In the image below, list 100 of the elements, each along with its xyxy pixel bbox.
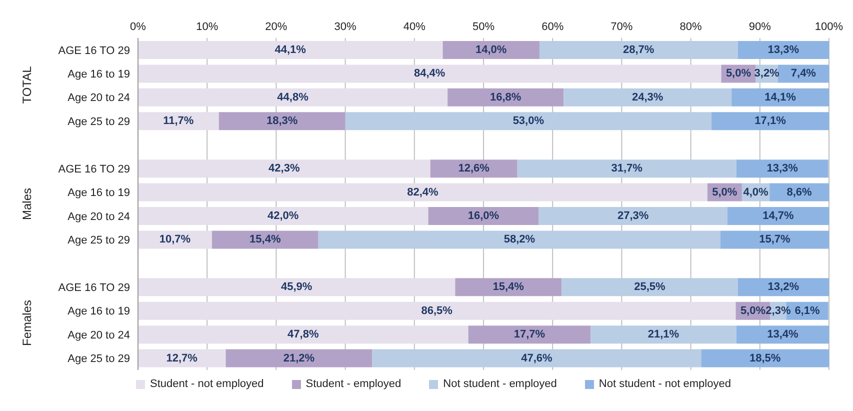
- data-label: 24,3%: [632, 91, 664, 104]
- y-tick-label: Age 20 to 24: [68, 329, 130, 342]
- x-tick-label: 100%: [814, 21, 844, 33]
- data-label: 47,8%: [288, 328, 319, 341]
- data-label: 47,6%: [521, 352, 553, 364]
- data-label: 16,8%: [490, 91, 522, 104]
- text: Females: [20, 300, 34, 346]
- data-label: 28,7%: [623, 44, 654, 56]
- bar: [226, 349, 372, 368]
- bar: [517, 160, 736, 178]
- bar: [738, 41, 829, 59]
- data-label: 86,5%: [421, 304, 453, 317]
- bar: [138, 207, 428, 225]
- bar: [212, 230, 318, 249]
- data-label: 5,0%: [712, 186, 738, 198]
- data-label: 25,5%: [634, 281, 666, 294]
- bar: [455, 278, 562, 296]
- y-tick-label: AGE 16 TO 29: [58, 44, 130, 57]
- bar: [468, 326, 591, 344]
- bar: [138, 302, 736, 320]
- bar: [562, 278, 738, 296]
- data-label: 21,1%: [648, 328, 680, 341]
- x-tick-label: 0%: [130, 21, 146, 33]
- data-label: 13,3%: [766, 162, 798, 175]
- x-tick-label: 20%: [265, 21, 288, 33]
- y-tick-label: Age 25 to 29: [68, 234, 130, 246]
- x-tick-label: 40%: [403, 21, 426, 33]
- data-label: 82,4%: [407, 186, 438, 198]
- bar: [712, 112, 829, 130]
- legend-label: Student - employed: [304, 378, 402, 390]
- data-label: 2,3%: [766, 304, 791, 317]
- bar: [138, 64, 722, 83]
- bar: [138, 326, 468, 344]
- y-tick-label: AGE 16 TO 29: [58, 163, 130, 176]
- bar: [138, 278, 456, 296]
- data-label: 15,7%: [759, 234, 791, 246]
- bar: [736, 160, 828, 178]
- data-label: 18,3%: [266, 115, 298, 128]
- data-label: 16,0%: [468, 210, 500, 222]
- bar: [720, 230, 829, 249]
- x-tick-label: 80%: [680, 21, 702, 33]
- data-label: 13,2%: [768, 281, 800, 294]
- data-label: 13,3%: [768, 44, 800, 56]
- data-label: 6,1%: [794, 304, 820, 317]
- bar: [138, 183, 708, 202]
- y-tick-label: Age 20 to 24: [68, 210, 130, 223]
- data-label: 11,7%: [163, 115, 194, 128]
- bar: [138, 160, 430, 178]
- data-label: 12,6%: [458, 162, 490, 175]
- data-label: 42,0%: [268, 210, 299, 222]
- bar: [345, 112, 712, 130]
- data-label: 5,0%: [740, 304, 766, 317]
- x-tick-label: 70%: [610, 21, 633, 33]
- data-label: 21,2%: [283, 352, 315, 364]
- bar: [138, 41, 443, 59]
- bar: [564, 88, 732, 106]
- bar: [138, 88, 448, 106]
- text: Males: [20, 188, 34, 220]
- bar: [318, 230, 721, 249]
- data-label: 12,7%: [166, 352, 198, 364]
- data-label: 14,7%: [762, 210, 794, 222]
- y-tick-label: Age 20 to 24: [68, 92, 130, 104]
- x-tick-label: 50%: [472, 21, 495, 33]
- bar: [590, 326, 736, 344]
- bar: [538, 207, 728, 225]
- data-label: 42,3%: [268, 162, 300, 175]
- data-label: 13,4%: [767, 328, 799, 341]
- data-label: 15,4%: [492, 281, 524, 294]
- bar: [138, 349, 226, 368]
- data-label: 27,3%: [618, 210, 649, 222]
- bar: [539, 41, 738, 59]
- data-label: 5,0%: [726, 68, 752, 80]
- bar: [138, 112, 219, 130]
- data-label: 58,2%: [504, 234, 536, 246]
- y-tick-label: AGE 16 TO 29: [58, 282, 130, 294]
- bar: [727, 207, 829, 225]
- y-tick-label: Age 16 to 19: [68, 306, 130, 318]
- data-label: 14,1%: [764, 91, 796, 104]
- bar: [218, 112, 346, 130]
- data-label: 3,2%: [754, 68, 780, 80]
- data-label: 4,0%: [743, 186, 769, 198]
- data-label: 18,5%: [749, 352, 781, 364]
- y-tick-label: Age 16 to 19: [68, 68, 130, 80]
- bar: [732, 88, 829, 106]
- data-label: 44,1%: [274, 44, 306, 56]
- legend-label: Not student - employed: [442, 378, 557, 390]
- data-label: 17,1%: [754, 115, 786, 128]
- data-label: 7,4%: [790, 68, 816, 80]
- data-label: 53,0%: [512, 115, 544, 128]
- text: TOTAL: [20, 66, 34, 104]
- data-label: 44,8%: [277, 91, 309, 104]
- y-tick-label: Age 25 to 29: [68, 353, 130, 366]
- data-label: 8,6%: [786, 186, 812, 198]
- x-tick-label: 60%: [542, 21, 564, 33]
- data-label: 10,7%: [159, 234, 191, 246]
- data-label: 31,7%: [611, 162, 643, 175]
- data-label: 84,4%: [414, 68, 446, 80]
- bar: [736, 326, 829, 344]
- x-tick-label: 30%: [334, 21, 357, 33]
- legend-label: Not student - not employed: [598, 378, 731, 390]
